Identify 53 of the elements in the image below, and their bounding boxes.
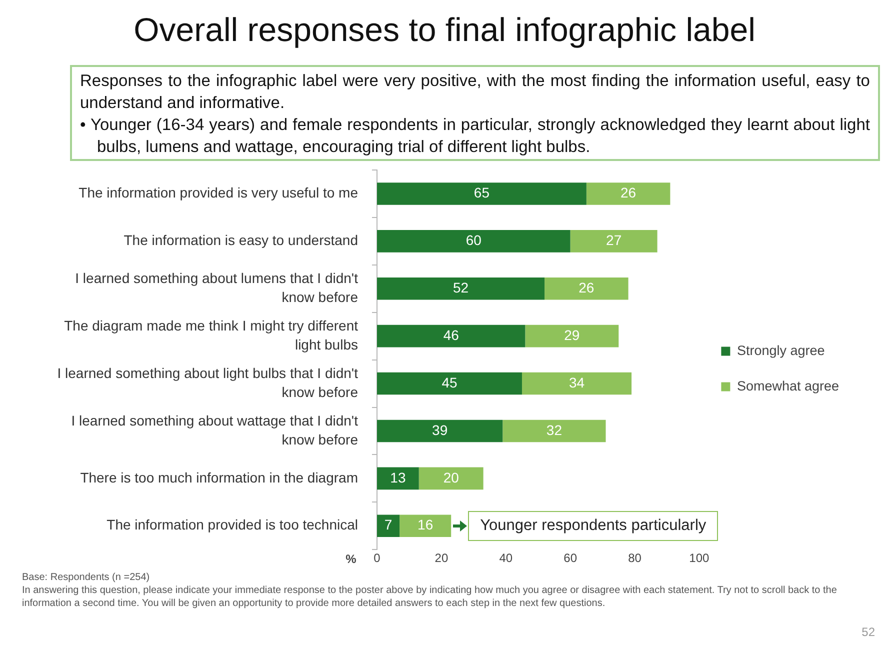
data-label: 20: [443, 469, 460, 486]
bar: [377, 514, 400, 538]
bar: [377, 324, 526, 348]
y-tick-label: There is too much information in the diagram: [80, 469, 358, 486]
data-label: 26: [620, 184, 636, 201]
bar: [570, 230, 658, 252]
bar: [400, 514, 452, 538]
y-tick-label: The information provided is too technical: [106, 516, 358, 533]
data-label: 32: [546, 422, 562, 438]
bar: [377, 372, 522, 395]
text: Base: Respondents (n =254): [22, 571, 151, 584]
bar: [377, 230, 570, 252]
chart-title: Overall responses to final infographic label: [132, 10, 756, 50]
data-label: 52: [452, 279, 469, 296]
bar: [586, 182, 670, 205]
legend-label: Strongly agree: [736, 342, 825, 358]
bar: [525, 324, 619, 348]
y-tick-label: I learned something about light bulbs that I didn't know before: [57, 364, 358, 400]
data-label: 60: [466, 232, 482, 248]
data-label: 65: [474, 184, 490, 201]
text: 52: [862, 625, 875, 639]
x-axis-title: %: [346, 552, 357, 566]
x-tick-label: 20: [434, 551, 448, 566]
data-label: 34: [568, 374, 585, 390]
data-label: 26: [578, 279, 594, 296]
x-tick-label: 60: [564, 551, 578, 566]
y-tick-label: I learned something about lumens that I didn't know before: [75, 270, 358, 305]
y-tick-label: The diagram made me think I might try different light bulbs: [64, 317, 358, 352]
data-label: 29: [564, 326, 580, 343]
bar: [377, 420, 503, 442]
bar: [418, 467, 484, 490]
data-label: 39: [432, 422, 448, 438]
bar: [377, 277, 545, 300]
bar: [502, 420, 606, 442]
y-tick-label: I learned something about wattage that I didn't know before: [71, 412, 358, 448]
data-label: 13: [390, 469, 406, 486]
text: In answering this question, please indicate your immediate response to the poster above by indicating how much you agree or disagree with each statement. Try not to scroll back to the information a second time. You will be given an opportunity to provide more detailed answers to each step in the next few questions.: [22, 584, 838, 610]
y-tick-label: The information is easy to understand: [124, 232, 358, 248]
data-label: 16: [418, 516, 434, 533]
data-label: 27: [606, 232, 622, 248]
data-label: 7: [384, 516, 392, 533]
legend-label: Somewhat agree: [736, 378, 839, 394]
bar: [522, 372, 632, 395]
bar: [377, 182, 586, 205]
x-tick-label: 0: [374, 551, 381, 566]
x-tick-label: 80: [628, 551, 642, 566]
bar: [377, 467, 419, 490]
bar: [544, 277, 628, 300]
x-tick-label: 100: [689, 551, 710, 566]
data-label: 45: [442, 374, 458, 390]
y-tick-label: The information provided is very useful to me: [78, 184, 358, 201]
data-label: 46: [443, 326, 460, 343]
x-tick-label: 40: [499, 551, 513, 566]
